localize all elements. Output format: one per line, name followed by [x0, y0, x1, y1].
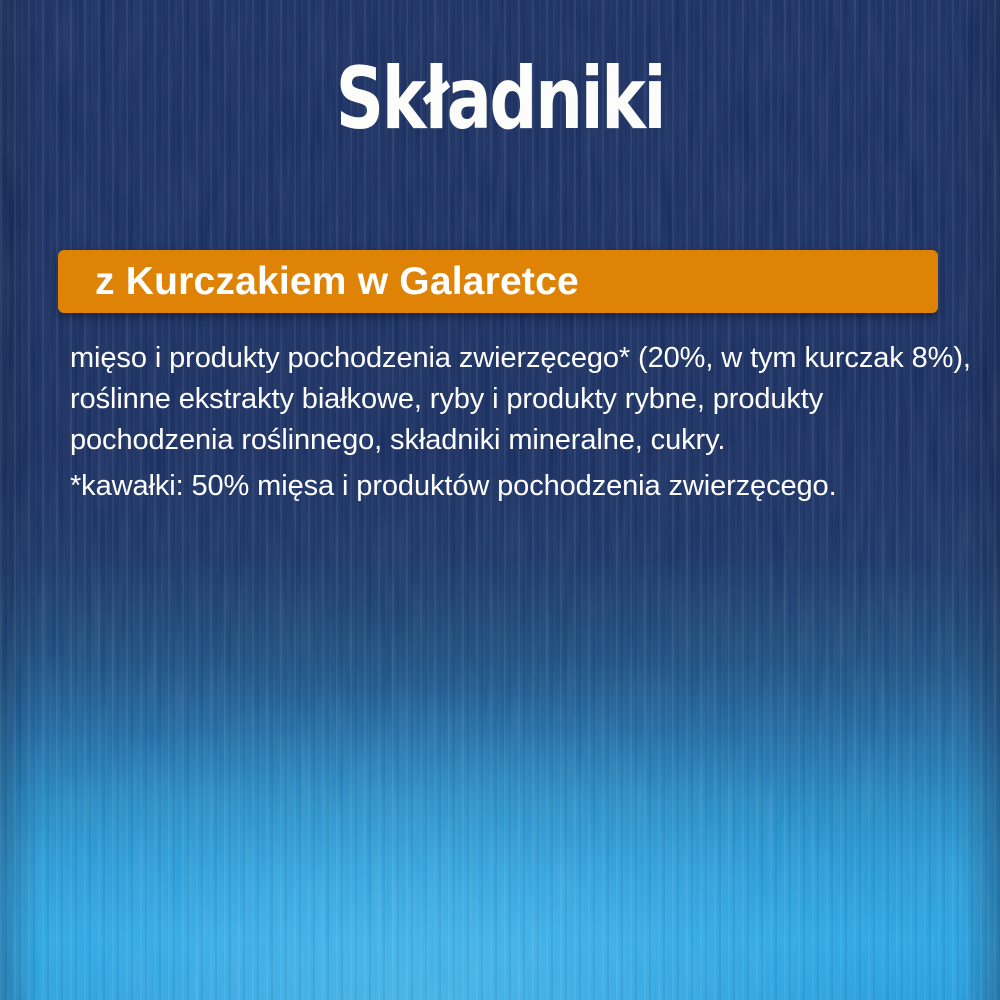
ingredients-line-1: mięso i produkty pochodzenia zwierzęcego…	[70, 342, 971, 374]
ingredients-line-2: roślinne ekstrakty białkowe, ryby i prod…	[70, 383, 824, 415]
ingredients-line-3: pochodzenia roślinnego, składniki minera…	[70, 424, 726, 456]
variant-banner: z Kurczakiem w Galaretce	[58, 250, 938, 313]
ingredients-footnote: *kawałki: 50% mięsa i produktów pochodze…	[70, 470, 837, 502]
ingredients-text: mięso i produkty pochodzenia zwierzęcego…	[70, 338, 980, 507]
page-title: Składniki	[335, 49, 667, 149]
variant-banner-label: z Kurczakiem w Galaretce	[95, 259, 579, 303]
